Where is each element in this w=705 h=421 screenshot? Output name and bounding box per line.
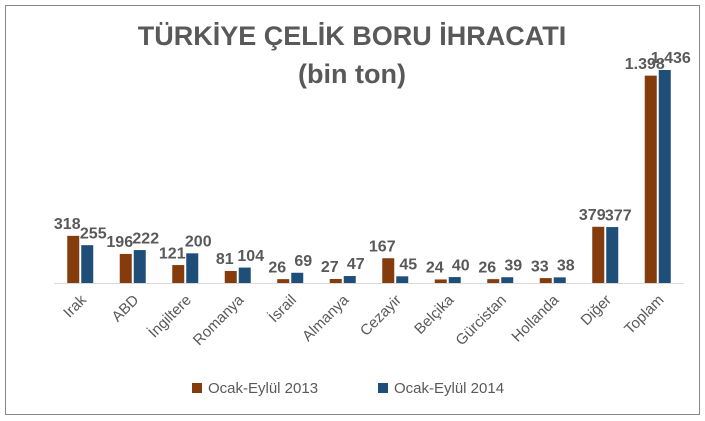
legend-swatch <box>378 383 388 393</box>
data-label: 45 <box>399 257 417 274</box>
bar <box>658 70 671 283</box>
bar <box>119 253 132 283</box>
legend-swatch <box>192 383 202 393</box>
bar <box>238 267 251 283</box>
data-label: 33 <box>531 258 549 275</box>
bar <box>291 272 304 283</box>
bar <box>343 276 356 283</box>
bar <box>277 279 290 283</box>
bar <box>592 226 605 283</box>
bar <box>501 277 514 283</box>
data-label: 318 <box>54 216 81 233</box>
bar <box>186 253 199 283</box>
bar <box>329 278 342 283</box>
data-label: 39 <box>504 257 522 274</box>
legend-label: Ocak-Eylül 2014 <box>394 380 504 397</box>
data-label: 104 <box>237 248 264 265</box>
data-label: 24 <box>426 260 444 277</box>
data-label: 1.398 <box>625 56 665 73</box>
data-label: 81 <box>216 251 234 268</box>
bar <box>67 235 80 283</box>
bar <box>434 279 447 283</box>
data-label: 69 <box>294 253 312 270</box>
data-label: 26 <box>478 259 496 276</box>
data-label: 167 <box>369 238 396 255</box>
data-label: 1.436 <box>651 50 691 67</box>
data-label: 255 <box>80 225 107 242</box>
data-label: 26 <box>268 259 286 276</box>
data-label: 200 <box>185 234 212 251</box>
bar <box>81 245 94 283</box>
data-label: 121 <box>159 245 186 262</box>
chart-frame <box>5 5 700 415</box>
bar <box>539 278 552 283</box>
bar <box>224 270 237 283</box>
data-label: 379 <box>579 207 606 224</box>
bar <box>606 227 619 283</box>
bar <box>487 279 500 283</box>
data-label: 377 <box>605 207 632 224</box>
legend-label: Ocak-Eylül 2013 <box>208 380 318 397</box>
bar <box>133 250 146 283</box>
bar <box>553 277 566 283</box>
bar <box>396 276 409 283</box>
data-label: 40 <box>452 257 470 274</box>
data-label: 196 <box>106 234 133 251</box>
bar <box>172 265 185 283</box>
bar <box>382 258 395 283</box>
data-label: 38 <box>557 258 575 275</box>
data-label: 47 <box>347 256 365 273</box>
data-label: 27 <box>321 259 339 276</box>
chart-title: TÜRKİYE ÇELİK BORU İHRACATI <box>138 21 567 51</box>
chart-subtitle: (bin ton) <box>298 59 406 89</box>
bar <box>644 75 657 283</box>
data-label: 222 <box>132 230 159 247</box>
bar <box>448 277 461 283</box>
